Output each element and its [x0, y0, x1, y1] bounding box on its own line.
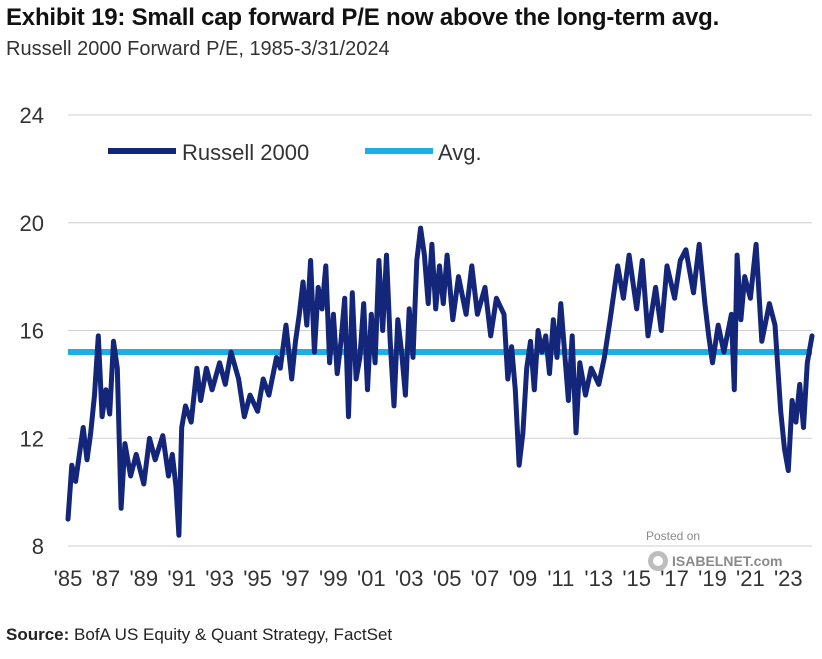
y-tick-label-8: 8 [32, 534, 44, 559]
x-tick-label-1987: '87 [92, 566, 121, 591]
x-tick-label-2007: '07 [471, 566, 500, 591]
x-tick-label-2011: '11 [547, 566, 574, 591]
watermark: Posted on ISABELNET.com [646, 529, 782, 571]
series-line-russell-2000 [65, 225, 815, 538]
x-tick-label-2017: '17 [660, 566, 689, 591]
x-tick-label-1995: '95 [243, 566, 272, 591]
y-axis-ticks: 8 12 16 20 24 [20, 103, 44, 559]
x-tick-label-2023: '23 [774, 566, 803, 591]
chart-subtitle: Russell 2000 Forward P/E, 1985-3/31/2024 [6, 38, 390, 60]
source-note: Source: BofA US Equity & Quant Strategy,… [6, 625, 392, 645]
x-tick-label-1991: '91 [167, 566, 196, 591]
x-tick-label-2013: '13 [584, 566, 613, 591]
x-tick-label-2001: '01 [357, 566, 386, 591]
x-tick-label-2019: '19 [698, 566, 727, 591]
x-tick-label-1989: '89 [129, 566, 158, 591]
x-axis-ticks: '85 '87 '89 '91 '93 '95 '97 '99 '01 '03 '05 '07 '09 '… [54, 566, 803, 591]
watermark-line2: ISABELNET.com [672, 553, 782, 569]
x-tick-label-2009: '09 [509, 566, 538, 591]
x-tick-label-2003: '03 [395, 566, 424, 591]
legend: Russell 2000 Avg. [108, 140, 482, 165]
y-gridlines [68, 114, 812, 439]
watermark-line1: Posted on [646, 529, 700, 543]
x-tick-label-1993: '93 [205, 566, 234, 591]
x-tick-label-1999: '99 [319, 566, 348, 591]
source-text: BofA US Equity & Quant Strategy, FactSet [69, 625, 393, 644]
chart-title: Exhibit 19: Small cap forward P/E now ab… [6, 4, 720, 31]
x-tick-label-1997: '97 [281, 566, 310, 591]
x-tick-label-2021: '21 [736, 566, 765, 591]
x-tick-label-1985: '85 [54, 566, 83, 591]
watermark-logo-icon [648, 551, 668, 571]
legend-label-russell-2000: Russell 2000 [182, 140, 309, 165]
x-tick-label-2005: '05 [433, 566, 462, 591]
source-label: Source: [6, 625, 70, 644]
y-tick-label-12: 12 [20, 426, 44, 451]
y-tick-label-20: 20 [20, 211, 44, 236]
y-tick-label-24: 24 [20, 103, 44, 128]
x-tick-label-2015: '15 [622, 566, 651, 591]
legend-label-avg: Avg. [438, 140, 482, 165]
y-tick-label-16: 16 [20, 319, 44, 344]
